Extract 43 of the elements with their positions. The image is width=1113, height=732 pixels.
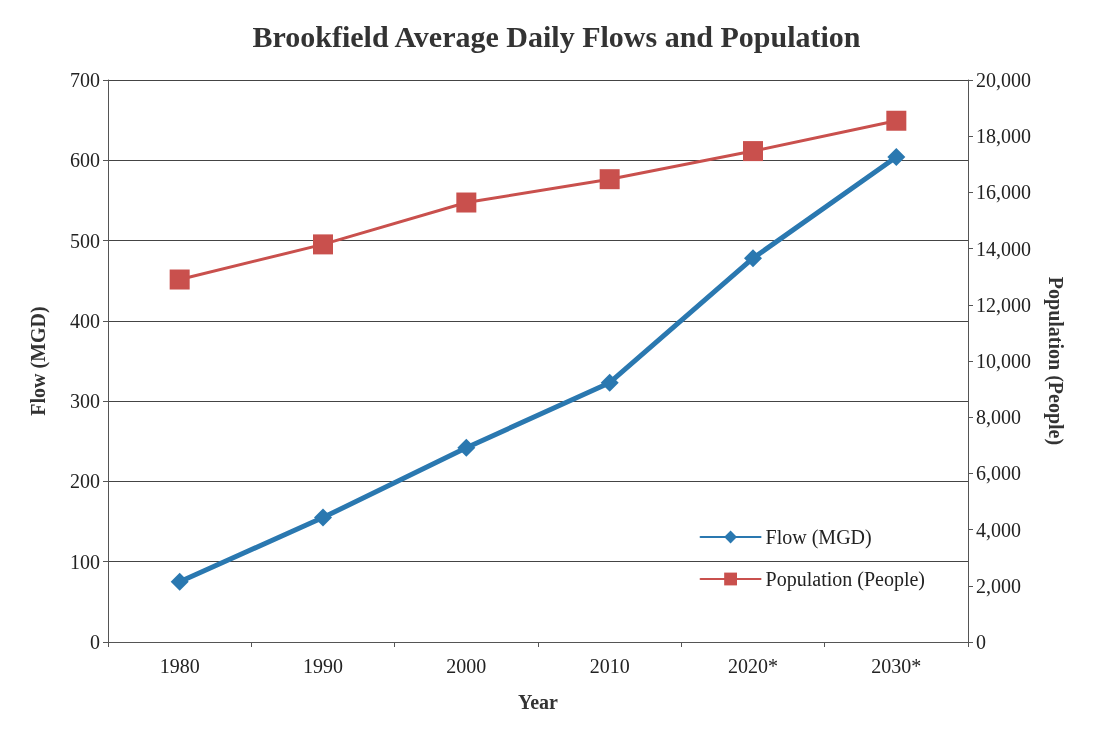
point <box>313 234 333 255</box>
y-tick-label: 100 <box>70 550 100 573</box>
x-tick-label: 1990 <box>303 655 343 677</box>
x-tick-label: 2020* <box>728 655 778 677</box>
y-tick-label: 500 <box>70 229 100 252</box>
x-tick-label: 2010 <box>589 655 630 677</box>
y2-tick-label: 2,000 <box>976 574 1021 597</box>
y2-tick-label: 16,000 <box>976 181 1031 204</box>
y-axis-title: Flow (MGD) <box>27 306 50 416</box>
x-axis-title: Year <box>518 691 559 713</box>
y-tick-label: 200 <box>70 470 100 493</box>
point <box>170 572 189 591</box>
point <box>169 269 190 290</box>
y2-tick-label: 12,000 <box>976 293 1031 316</box>
legend-label: Flow (MGD) <box>765 526 872 549</box>
y2-tick-label: 8,000 <box>976 406 1021 429</box>
legend-label: Population (People) <box>765 568 926 591</box>
chart-title: Brookfield Average Daily Flows and Population <box>252 19 861 53</box>
x-tick-label: 1980 <box>159 655 200 677</box>
y-tick-label: 700 <box>70 69 100 91</box>
y-tick-label: 400 <box>70 309 100 332</box>
point <box>456 192 477 213</box>
y2-tick-label: 4,000 <box>976 518 1021 541</box>
point <box>744 249 762 268</box>
x-tick-label: 2000 <box>446 655 487 677</box>
y2-tick-label: 6,000 <box>976 462 1021 485</box>
y2-axis-title: Population (People) <box>1044 276 1067 446</box>
y2-tick-label: 10,000 <box>976 350 1031 372</box>
point <box>886 110 907 131</box>
point <box>314 508 332 527</box>
x-tick-label: 2030* <box>871 655 922 677</box>
y2-tick-label: 20,000 <box>976 69 1031 91</box>
y2-tick-label: 18,000 <box>976 125 1031 148</box>
point <box>743 141 763 162</box>
y2-tick-label: 14,000 <box>976 237 1031 260</box>
point <box>457 438 476 457</box>
y-tick-label: 0 <box>90 631 100 653</box>
point <box>600 373 619 392</box>
y-tick-label: 600 <box>70 149 100 172</box>
point <box>599 169 620 190</box>
point <box>887 148 906 167</box>
y-tick-label: 300 <box>70 390 100 413</box>
y2-tick-label: 0 <box>976 631 986 653</box>
